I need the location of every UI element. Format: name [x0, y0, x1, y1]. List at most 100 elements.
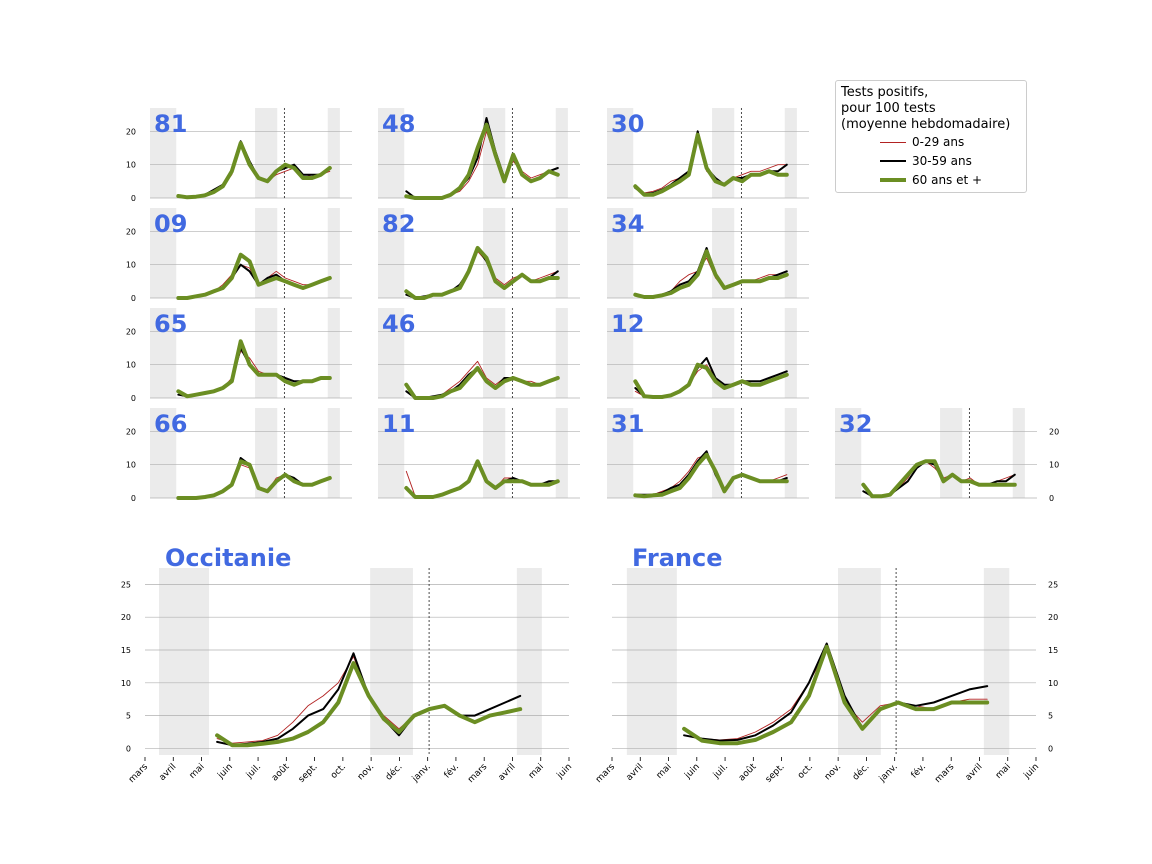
series-line-0 — [634, 137, 788, 194]
x-tick-label: août — [737, 762, 759, 784]
lockdown-shade — [378, 308, 405, 398]
y-tick-label: 0 — [1049, 494, 1054, 503]
lockdown-shade — [378, 408, 405, 498]
y-tick-label: 10 — [121, 679, 131, 688]
panel-label: 46 — [382, 310, 415, 338]
lockdown-shade — [784, 408, 797, 498]
series-line-2 — [633, 249, 789, 299]
panel-09: 0 10 20 09 — [126, 208, 352, 303]
series-line-2 — [176, 252, 332, 300]
series-line-2 — [404, 122, 560, 200]
lockdown-shade — [712, 308, 735, 398]
series-line-2 — [404, 459, 560, 499]
panel-81: 0 10 20 81 — [126, 108, 352, 203]
lockdown-shade — [607, 308, 634, 398]
panel-label: 34 — [611, 210, 644, 238]
lockdown-shade — [483, 408, 506, 498]
lockdown-shade — [483, 208, 506, 298]
series-line-2 — [861, 459, 1017, 499]
y-tick-label: 0 — [131, 394, 136, 403]
panel-30: 30 — [607, 108, 809, 199]
series-line-0 — [177, 350, 331, 397]
y-tick-label: 0 — [131, 294, 136, 303]
lockdown-shade — [555, 308, 568, 398]
legend-title-line: Tests positifs, — [841, 85, 929, 100]
x-tick-label: nov. — [356, 762, 376, 782]
series-line-2 — [176, 141, 332, 200]
legend-item-0-29: 0-29 ans — [836, 134, 1026, 152]
lockdown-shade — [327, 308, 340, 398]
lockdown-shade — [784, 208, 797, 298]
x-tick-label: avril — [157, 762, 178, 783]
y-tick-label: 15 — [121, 646, 131, 655]
panel-label: France — [632, 544, 722, 572]
y-tick-label: 5 — [1048, 712, 1053, 721]
series-line-0 — [216, 656, 521, 744]
lockdown-shade — [516, 568, 542, 755]
panel-label: 12 — [611, 310, 644, 338]
series-line-2 — [633, 132, 789, 197]
series-line-2 — [682, 644, 990, 746]
y-tick-label: 10 — [126, 361, 136, 370]
y-tick-label: 15 — [1048, 646, 1058, 655]
lockdown-shade — [607, 108, 634, 198]
y-tick-label: 20 — [1049, 427, 1059, 436]
panel-label: 82 — [382, 210, 415, 238]
x-tick-label: sept. — [764, 762, 787, 785]
panel-11: 11 — [378, 408, 580, 499]
series-line-2 — [633, 452, 789, 499]
panel-48: 48 — [378, 108, 580, 200]
x-tick-label: août — [270, 762, 292, 784]
legend-swatch-old — [880, 178, 906, 182]
x-tick-label: juin — [555, 762, 574, 781]
y-tick-label: 25 — [121, 580, 131, 589]
lockdown-shade — [327, 208, 340, 298]
series-line-1 — [634, 247, 788, 298]
series-line-2 — [404, 246, 560, 300]
panel-label: 32 — [839, 410, 872, 438]
legend-title-line: (moyenne hebdomadaire) — [841, 117, 1011, 132]
x-tick-label: mars — [594, 762, 617, 785]
panel-label: 30 — [611, 110, 644, 138]
y-tick-label: 5 — [126, 712, 131, 721]
x-tick-label: juin — [1022, 762, 1041, 781]
legend-label-mid: 30-59 ans — [912, 154, 972, 168]
x-tick-label: fév. — [442, 761, 461, 780]
x-tick-label: sept. — [297, 762, 320, 785]
y-tick-label: 10 — [126, 261, 136, 270]
legend-item-30-59: 30-59 ans — [836, 153, 1026, 171]
lockdown-shade — [940, 408, 963, 498]
y-tick-label: 25 — [1048, 580, 1058, 589]
lockdown-shade — [607, 208, 634, 298]
x-tick-label: mars — [933, 762, 956, 785]
lockdown-shade — [327, 108, 340, 198]
lockdown-shade — [150, 308, 177, 398]
lockdown-shade — [327, 408, 340, 498]
series-line-2 — [215, 661, 523, 748]
series-line-0 — [405, 360, 559, 399]
lockdown-shade — [150, 108, 177, 198]
x-tick-label: janv. — [877, 762, 900, 785]
x-tick-label: avril — [624, 762, 645, 783]
lockdown-shade — [1012, 408, 1025, 498]
legend-label-old: 60 ans et + — [912, 173, 983, 187]
y-tick-label: 20 — [121, 613, 131, 622]
panel-31: 31 — [607, 408, 809, 499]
panel-label: 31 — [611, 410, 644, 438]
x-tick-label: mars — [466, 762, 489, 785]
series-line-0 — [683, 649, 988, 741]
y-tick-label: 10 — [1049, 461, 1059, 470]
panel-label: 66 — [154, 410, 187, 438]
panel-label: 09 — [154, 210, 187, 238]
series-line-2 — [176, 339, 332, 399]
lockdown-shade — [555, 408, 568, 498]
panel-label: 81 — [154, 110, 187, 138]
x-tick-label: janv. — [410, 762, 433, 785]
y-tick-label: 10 — [126, 161, 136, 170]
legend-swatch-young — [880, 141, 906, 143]
x-tick-label: avril — [497, 762, 518, 783]
lockdown-shade — [784, 108, 797, 198]
lockdown-shade — [626, 568, 677, 755]
lockdown-shade — [555, 108, 568, 198]
